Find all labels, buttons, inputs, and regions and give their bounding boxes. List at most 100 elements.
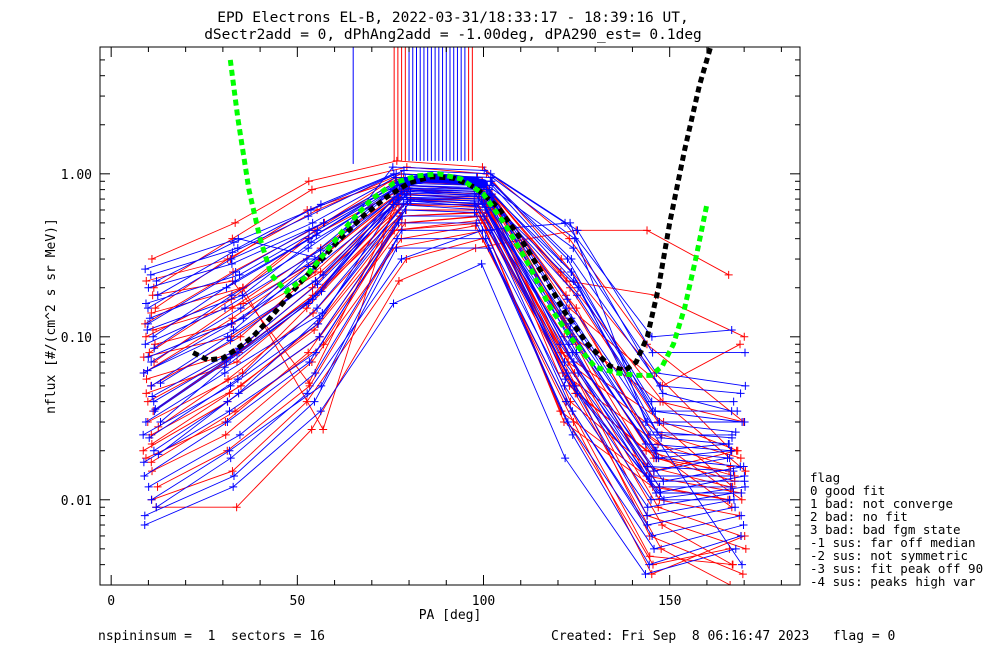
blue-point-21-2 <box>303 389 312 398</box>
blue-point-27-1 <box>220 304 229 313</box>
blue-point-13-6 <box>647 495 656 504</box>
red-point-20-7 <box>736 340 745 349</box>
blue-curve-20 <box>144 263 736 575</box>
blue-point-29-7 <box>736 462 745 471</box>
red-point-18-2 <box>307 425 316 434</box>
red-point-6-1 <box>228 304 237 313</box>
blue-curve-19 <box>144 247 742 566</box>
blue-point-19-0 <box>140 511 149 520</box>
blue-point-22-2 <box>316 200 325 209</box>
red-point-8-1 <box>236 332 245 341</box>
blue-point-16-0 <box>140 471 149 480</box>
red-curve-29 <box>151 219 729 501</box>
red-point-0-0 <box>147 255 156 264</box>
blue-point-3-7 <box>736 389 745 398</box>
blue-point-0-3 <box>388 163 397 172</box>
blue-curve-14 <box>153 209 734 508</box>
y-axis-label: nflux [#/(cm^2 s sr MeV)] <box>44 218 59 414</box>
blue-point-35-7 <box>725 495 734 504</box>
blue-point-35-5 <box>570 381 579 390</box>
blue-point-31-0 <box>148 392 157 401</box>
blue-point-32-0 <box>151 405 160 414</box>
blue-curve-27 <box>145 187 731 452</box>
blue-point-28-0 <box>144 353 153 362</box>
blue-point-17-6 <box>648 531 657 540</box>
red-point-16-0 <box>153 482 162 491</box>
blue-point-0-0 <box>141 265 150 274</box>
chart-title: EPD Electrons EL-B, 2022-03-31/18:33:17 … <box>217 10 688 26</box>
blue-point-17-1 <box>235 430 244 439</box>
blue-point-2-2 <box>304 212 313 221</box>
legend-item-6: -3 sus: fit peak off 90 <box>810 561 983 576</box>
blue-point-25-5 <box>574 283 583 292</box>
blue-curve-25 <box>149 182 733 439</box>
blue-point-23-0 <box>144 283 153 292</box>
blue-point-31-7 <box>726 471 735 480</box>
blue-point-17-4 <box>486 226 495 235</box>
red-point-23-0 <box>150 340 159 349</box>
blue-point-15-0 <box>139 458 148 467</box>
blue-point-2-0 <box>153 291 162 300</box>
blue-point-2-7 <box>741 381 750 390</box>
blue-point-28-1 <box>239 314 248 323</box>
blue-curve-17 <box>148 229 742 537</box>
footer-left: nspininsum = 1 sectors = 16 <box>98 629 325 644</box>
blue-point-11-0 <box>150 407 159 416</box>
x-tick-label-3: 150 <box>658 594 681 609</box>
blue-point-15-3 <box>398 212 407 221</box>
legend-item-4: -1 sus: far off median <box>810 535 976 550</box>
blue-point-6-5 <box>573 291 582 300</box>
blue-point-34-2 <box>313 304 322 313</box>
red-curve-14 <box>145 222 731 585</box>
blue-point-21-5 <box>566 218 575 227</box>
red-point-18-6 <box>643 226 652 235</box>
blue-point-35-3 <box>399 199 408 208</box>
blue-point-33-0 <box>156 418 165 427</box>
blue-point-19-2 <box>310 397 319 406</box>
blue-point-17-7 <box>737 511 746 520</box>
blue-point-29-0 <box>143 366 152 375</box>
blue-point-35-1 <box>234 389 243 398</box>
red-point-0-1 <box>231 218 240 227</box>
plot-frame <box>99 46 801 586</box>
legend-item-1: 1 bad: not converge <box>810 496 953 511</box>
blue-curve-26 <box>147 184 730 445</box>
blue-point-0-7 <box>727 326 736 335</box>
red-curve-16 <box>157 229 730 566</box>
red-point-28-2 <box>310 326 319 335</box>
blue-point-25-1 <box>222 283 231 292</box>
red-point-0-4 <box>478 163 487 172</box>
blue-point-28-2 <box>302 255 311 264</box>
blue-point-20-1 <box>229 482 238 491</box>
blue-point-32-1 <box>226 353 235 362</box>
blue-point-1-3 <box>399 166 408 175</box>
blue-point-33-2 <box>308 295 317 304</box>
blue-point-3-2 <box>308 218 317 227</box>
red-curve-9 <box>147 198 740 517</box>
blue-point-5-0 <box>149 332 158 341</box>
blue-point-5-2 <box>304 234 313 243</box>
red-point-4-0 <box>141 332 150 341</box>
blue-curve-7 <box>150 189 732 436</box>
red-curve-26 <box>146 209 735 482</box>
blue-point-24-1 <box>235 270 244 279</box>
blue-point-30-3 <box>400 189 409 198</box>
blue-point-13-2 <box>314 319 323 328</box>
red-point-19-0 <box>142 276 151 285</box>
blue-point-22-3 <box>389 169 398 178</box>
blue-point-33-7 <box>727 482 736 491</box>
blue-curve-34 <box>148 200 742 494</box>
blue-point-22-6 <box>658 389 667 398</box>
blue-point-26-6 <box>657 433 666 442</box>
blue-point-22-1 <box>233 244 242 253</box>
red-point-11-7 <box>741 544 750 553</box>
blue-curve-28 <box>148 189 730 459</box>
blue-point-30-7 <box>729 467 738 476</box>
red-curve-0 <box>151 160 745 423</box>
blue-point-4-7 <box>729 397 738 406</box>
blue-point-1-1 <box>229 238 238 247</box>
blue-point-35-4 <box>471 201 480 210</box>
blue-curve-30 <box>160 192 734 472</box>
red-point-27-2 <box>309 308 318 317</box>
y-tick-label-1: 0.10 <box>61 331 92 346</box>
